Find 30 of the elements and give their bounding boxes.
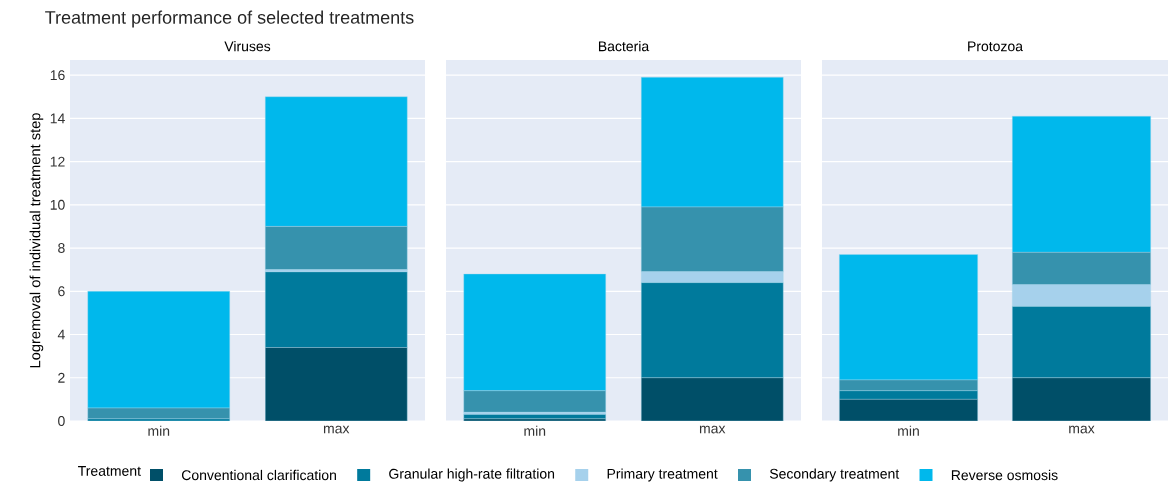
- chart-subtitle: Protozoa: [968, 41, 1024, 52]
- chart-subtitle: Bacteria: [598, 41, 650, 52]
- chart-subtitle: Viruses: [224, 41, 271, 52]
- x-tick-label: min: [524, 425, 546, 436]
- bar: [839, 399, 978, 421]
- bar: [265, 271, 408, 348]
- y-tick-label: 10: [50, 199, 65, 210]
- legend-label: Reverse osmosis: [951, 469, 1058, 481]
- x-tick-label: max: [699, 425, 726, 434]
- bar: [1012, 377, 1151, 421]
- y-tick-label: 0: [58, 416, 65, 426]
- x-tick-label: max: [1069, 425, 1095, 434]
- y-axis-title: Logremoval of individual treatment step: [29, 113, 44, 368]
- x-tick-label: min: [148, 425, 170, 436]
- y-tick-label: 14: [50, 113, 65, 124]
- y-tick-label: 16: [50, 70, 65, 81]
- legend-label: Conventional clarification: [181, 469, 336, 481]
- legend-title: Treatment: [78, 466, 141, 476]
- x-tick-label: max: [323, 425, 350, 434]
- chart-title: Treatment performance of selected treatments: [45, 10, 414, 28]
- y-tick-label: 6: [58, 286, 65, 297]
- legend-label: Secondary treatment: [769, 468, 900, 482]
- x-tick-label: min: [898, 425, 919, 436]
- y-tick-label: 12: [50, 156, 65, 167]
- bar: [463, 418, 606, 421]
- legend-label: Primary treatment: [607, 468, 718, 482]
- y-tick-label: 8: [58, 243, 65, 254]
- y-tick-label: 4: [57, 329, 65, 340]
- legend-label: Granular high-rate filtration: [389, 468, 555, 482]
- y-tick-label: 2: [58, 372, 65, 383]
